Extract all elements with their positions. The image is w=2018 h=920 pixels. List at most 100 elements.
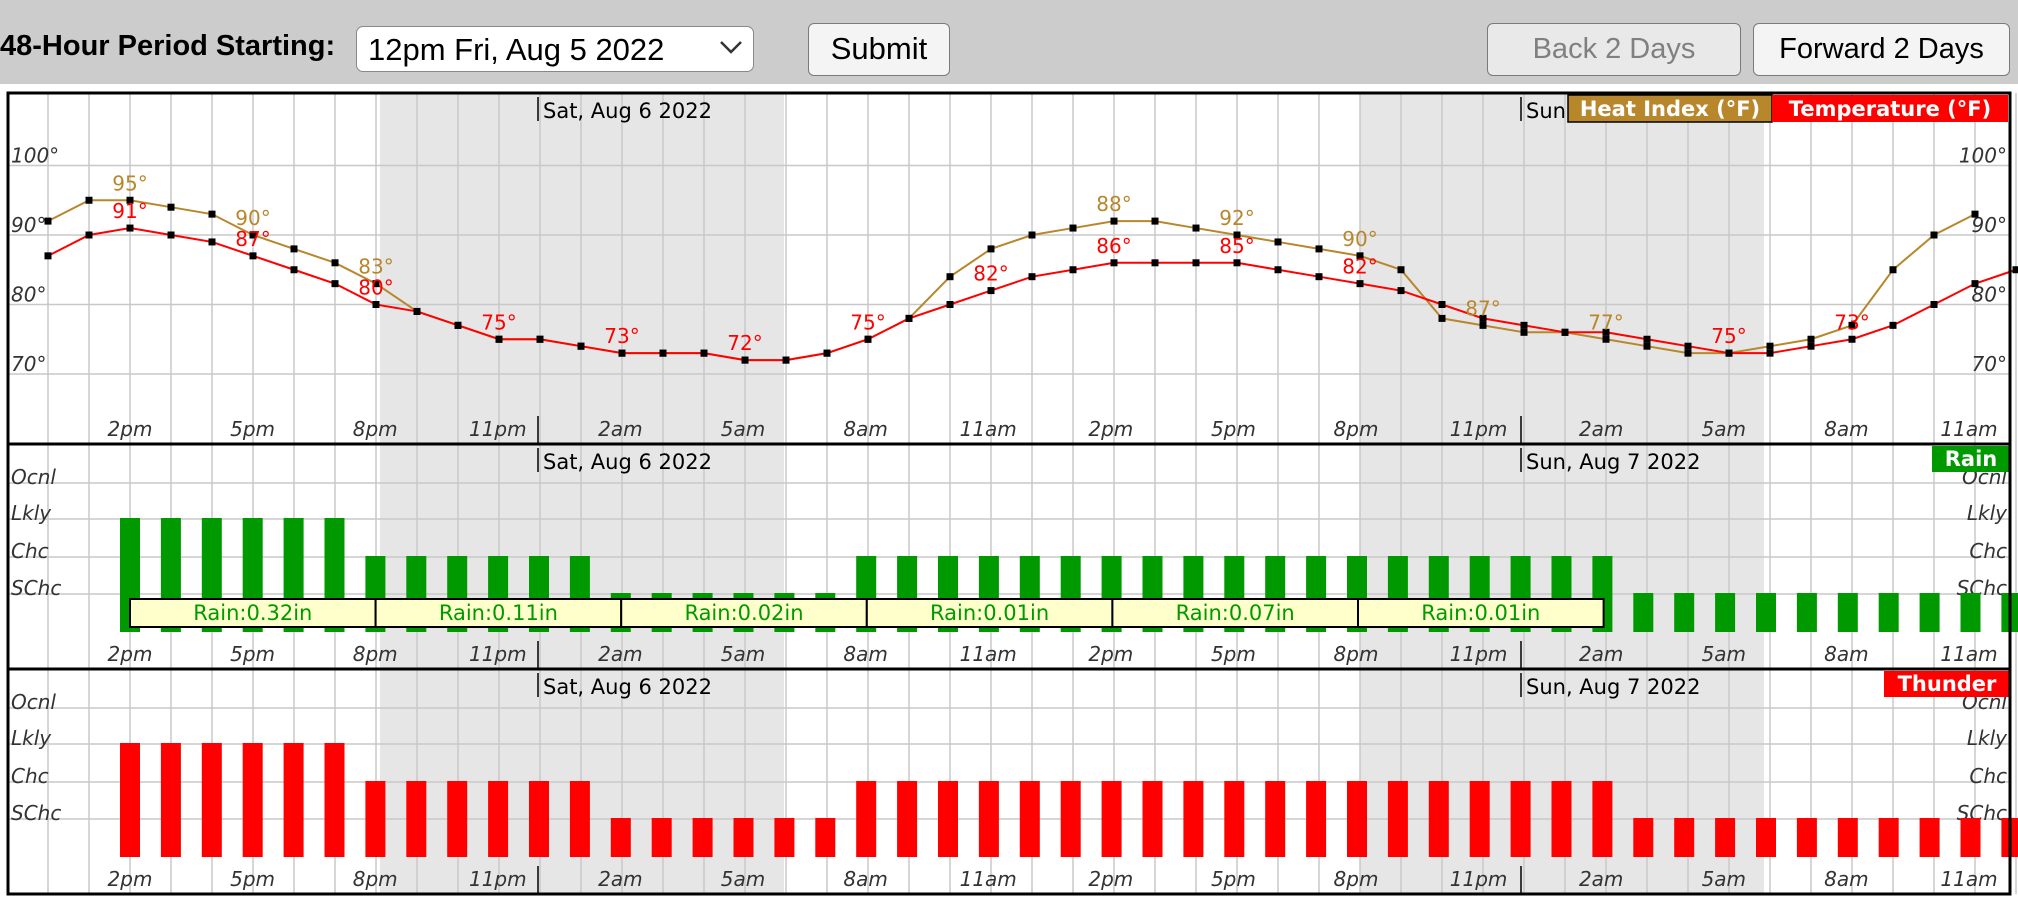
submit-button[interactable]: Submit	[808, 23, 950, 76]
heat-index-point	[1479, 321, 1487, 329]
forward-2-days-button[interactable]: Forward 2 Days	[1753, 23, 2010, 76]
thunder-bar	[1347, 781, 1367, 857]
period-select[interactable]: 12pm Fri, Aug 5 2022	[356, 26, 754, 72]
rain-bar	[1633, 593, 1654, 632]
x-tick-label: 8am	[1824, 417, 1868, 441]
x-tick-label: 11am	[1940, 867, 1997, 891]
temperature-point	[413, 307, 421, 315]
level-label: Lkly	[11, 726, 52, 750]
rain-amount-label: Rain:0.11in	[439, 601, 558, 625]
temperature-point	[249, 252, 257, 260]
x-tick-label: 8am	[1824, 642, 1868, 666]
temperature-point	[44, 252, 52, 260]
thunder-bar	[733, 818, 754, 857]
y-tick-label: 100°	[1959, 144, 2007, 168]
x-tick-label: 8pm	[1334, 642, 1379, 666]
x-tick-label: 8am	[843, 867, 887, 891]
temperature-point	[1889, 321, 1897, 329]
heat-index-point	[1930, 231, 1938, 239]
thunder-bar	[1715, 818, 1736, 857]
temperature-legend-label: Temperature (°F)	[1789, 97, 1991, 121]
rain-amount-box	[374, 598, 623, 628]
date-label: Sat, Aug 6 2022	[543, 675, 712, 699]
level-label: SChc	[11, 576, 61, 600]
thunder-bar	[610, 818, 631, 857]
x-tick-label: 8pm	[1334, 867, 1379, 891]
level-label: Chc	[1969, 764, 2007, 788]
heat-index-point	[1889, 266, 1897, 274]
temperature-point	[1028, 273, 1036, 281]
level-label: Lkly	[1967, 501, 2008, 525]
rain-bar	[1960, 593, 1981, 632]
thunder-bar	[1551, 781, 1572, 857]
y-tick-label: 70°	[11, 352, 46, 376]
temperature-point	[495, 335, 503, 343]
thunder-bar	[201, 743, 222, 857]
temperature-point	[290, 266, 298, 274]
heat-index-data-label: 83°	[358, 255, 393, 279]
back-2-days-button[interactable]: Back 2 Days	[1487, 23, 1741, 76]
period-select-value: 12pm Fri, Aug 5 2022	[368, 32, 665, 67]
x-tick-label: 11am	[960, 417, 1017, 441]
heat-index-point	[1807, 335, 1815, 343]
x-tick-label: 8pm	[1334, 417, 1379, 441]
heat-index-data-label: 90°	[235, 206, 270, 230]
temperature-point	[372, 301, 380, 308]
thunder-bar	[692, 818, 713, 857]
rain-legend	[1932, 446, 2010, 472]
temperature-point	[2012, 266, 2018, 274]
heat-index-point	[1069, 224, 1077, 232]
thunder-bar	[120, 743, 140, 857]
thunder-bar	[1306, 781, 1327, 857]
heat-index-point	[1110, 217, 1118, 225]
temperature-point	[1643, 335, 1651, 343]
thunder-bars	[120, 743, 2018, 857]
temperature-data-label: 86°	[1096, 234, 1131, 258]
x-tick-label: 8pm	[353, 417, 398, 441]
temperature-data-label: 85°	[1219, 234, 1254, 258]
rain-bar	[1878, 593, 1899, 632]
y-tick-label: 90°	[11, 213, 46, 237]
temperature-point	[946, 301, 954, 308]
rain-amount-label: Rain:0.32in	[193, 601, 312, 625]
temperature-data-label: 75°	[1711, 324, 1746, 348]
x-tick-label: 8pm	[353, 867, 398, 891]
temperature-point	[1971, 280, 1979, 288]
thunder-bar	[1510, 781, 1531, 857]
thunder-bar	[1224, 781, 1245, 857]
temperature-point	[1807, 342, 1815, 350]
rain-amount-box	[620, 598, 868, 628]
thunder-bar	[1428, 781, 1449, 857]
rain-amount-box	[1111, 598, 1360, 628]
temperature-point	[987, 287, 995, 295]
temperature-point	[1848, 335, 1856, 343]
x-tick-label: 11pm	[1450, 642, 1508, 666]
temperature-data-label: 80°	[358, 276, 393, 300]
thunder-bar	[1142, 781, 1163, 857]
x-tick-label: 2pm	[108, 417, 153, 441]
rain-bar	[1796, 593, 1817, 632]
thunder-bar	[774, 818, 795, 857]
temperature-point	[618, 349, 626, 357]
temperature-point	[823, 349, 831, 357]
heat-index-point	[249, 231, 257, 239]
heat-index-point	[372, 280, 380, 288]
rain-amounts: Rain:0.32in Rain:0.11in Rain:0.02in Rain:0.…	[129, 598, 1605, 628]
thunder-bar	[406, 781, 427, 857]
x-tick-label: 2pm	[1088, 417, 1133, 441]
temperature-point	[659, 349, 667, 357]
heat-index-data-label: 90°	[1342, 227, 1377, 251]
heat-index-point	[946, 273, 954, 281]
rain-bar	[1919, 593, 1940, 632]
temperature-point	[1315, 273, 1323, 281]
thunder-bar	[1960, 818, 1981, 857]
x-tick-label: 2am	[598, 642, 642, 666]
rain-amount-label: Rain:0.01in	[1421, 601, 1540, 625]
x-tick-label: 5pm	[230, 417, 275, 441]
heat-index-data-label: 77°	[1588, 310, 1623, 334]
thunder-bar	[1837, 818, 1858, 857]
heat-index-point	[1151, 217, 1159, 225]
temperature-data-label: 72°	[727, 331, 762, 355]
heat-index-point	[1602, 335, 1610, 343]
x-tick-label: 2am	[598, 417, 642, 441]
